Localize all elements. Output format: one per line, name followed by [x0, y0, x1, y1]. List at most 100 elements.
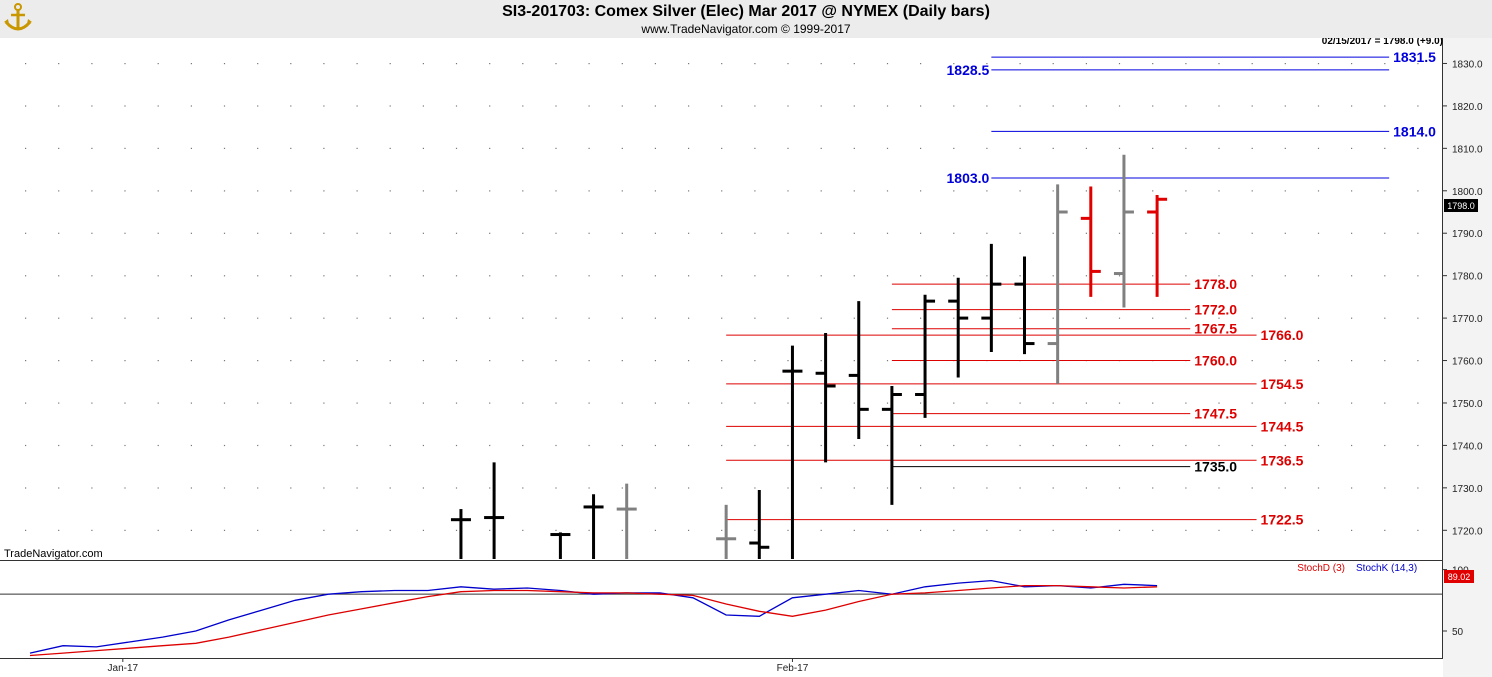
level-label: 1744.5 [1261, 418, 1304, 434]
grid-dot [223, 444, 226, 447]
grid-dot [290, 529, 292, 531]
grid-dot [1417, 402, 1419, 404]
grid-dot [58, 360, 60, 362]
grid-dot [91, 232, 93, 234]
grid-dot [1317, 360, 1320, 362]
grid-dot [290, 360, 292, 362]
grid-dot [1384, 402, 1386, 404]
grid-dot [1317, 444, 1320, 447]
grid-dot [58, 147, 60, 149]
grid-dot [389, 63, 391, 65]
grid-dot [787, 529, 789, 531]
grid-dot [1417, 105, 1419, 107]
grid-dot [91, 402, 93, 404]
level-label: 1767.5 [1194, 321, 1237, 337]
grid-dot [25, 529, 27, 531]
grid-dot [621, 190, 623, 192]
level-label: 1722.5 [1261, 512, 1304, 528]
grid-dot [1118, 232, 1121, 234]
grid-dot [621, 360, 623, 362]
grid-dot [1218, 444, 1220, 447]
grid-dot [1218, 275, 1220, 277]
grid-dot [1052, 275, 1054, 277]
grid-dot [820, 190, 822, 192]
grid-dot [1417, 444, 1419, 447]
grid-dot [721, 360, 723, 362]
grid-dot [1152, 529, 1154, 531]
grid-dot [621, 487, 623, 489]
grid-dot [91, 529, 93, 531]
grid-dot [1351, 444, 1353, 447]
grid-dot [654, 275, 656, 277]
grid-dot [1317, 487, 1320, 489]
grid-dot [1185, 190, 1187, 192]
grid-dot [422, 444, 424, 447]
grid-dot [1019, 402, 1021, 404]
grid-dot [157, 529, 159, 531]
grid-dot [1218, 190, 1220, 192]
grid-dot [522, 317, 524, 319]
grid-dot [455, 105, 458, 107]
grid-dot [257, 275, 259, 277]
grid-dot [157, 190, 159, 192]
grid-dot [1284, 317, 1286, 319]
grid-dot [323, 444, 325, 447]
grid-dot [455, 275, 458, 277]
grid-dot [489, 529, 491, 531]
grid-dot [25, 487, 27, 489]
grid-dot [1118, 529, 1121, 531]
grid-dot [323, 487, 325, 489]
grid-dot [1152, 105, 1154, 107]
grid-dot [920, 444, 922, 447]
grid-dot [58, 317, 60, 319]
grid-dot [986, 275, 988, 277]
grid-dot [621, 529, 623, 531]
price-tick-label: 1790.0 [1452, 229, 1483, 240]
grid-dot [157, 317, 159, 319]
grid-dot [290, 63, 292, 65]
grid-dot [820, 317, 822, 319]
grid-dot [389, 105, 391, 107]
grid-dot [1085, 402, 1087, 404]
grid-dot [688, 63, 690, 65]
grid-dot [787, 147, 789, 149]
grid-dot [389, 444, 391, 447]
grid-dot [422, 63, 424, 65]
grid-dot [1152, 190, 1154, 192]
grid-dot [1251, 147, 1253, 149]
grid-dot [953, 402, 955, 404]
grid-dot [721, 147, 723, 149]
grid-dot [91, 275, 93, 277]
grid-dot [1052, 444, 1054, 447]
stoch-line [29, 579, 1158, 654]
grid-dot [588, 105, 590, 107]
grid-dot [223, 105, 226, 107]
grid-dot [986, 402, 988, 404]
grid-dot [555, 190, 557, 192]
grid-dot [1185, 232, 1187, 234]
grid-dot [356, 147, 358, 149]
grid-dot [489, 317, 491, 319]
grid-dot [986, 232, 988, 234]
grid-dot [489, 360, 491, 362]
level-label: 1747.5 [1194, 406, 1237, 422]
grid-dot [1118, 105, 1121, 107]
level-label: 1754.5 [1261, 376, 1304, 392]
price-tick-label: 1750.0 [1452, 399, 1483, 410]
grid-dot [323, 360, 325, 362]
grid-dots [25, 63, 1419, 531]
grid-dot [621, 275, 623, 277]
grid-dot [1417, 317, 1419, 319]
grid-dot [1218, 360, 1220, 362]
grid-dot [91, 317, 93, 319]
grid-dot [356, 63, 358, 65]
grid-dot [1052, 317, 1054, 319]
grid-dot [1185, 317, 1187, 319]
grid-dot [1052, 232, 1054, 234]
grid-dot [920, 63, 922, 65]
grid-dot [820, 402, 822, 404]
grid-dot [688, 487, 690, 489]
grid-dot [1019, 275, 1021, 277]
grid-dot [389, 402, 391, 404]
